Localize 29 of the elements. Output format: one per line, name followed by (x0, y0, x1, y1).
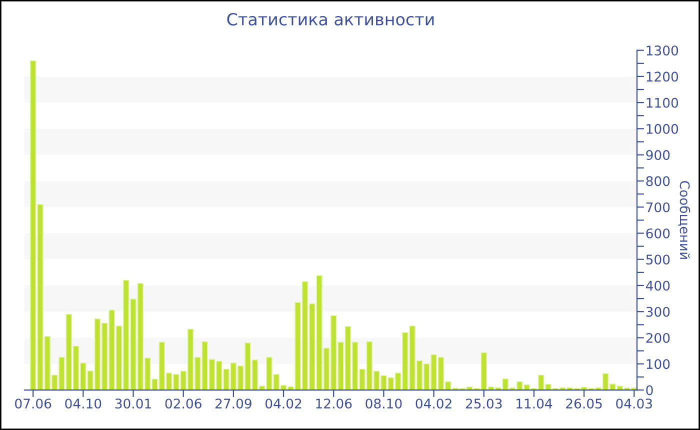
y-tick-label: 400 (646, 280, 670, 291)
x-tick-label: 11.04 (516, 398, 552, 409)
x-tick-label: 04.02 (416, 398, 452, 409)
y-tick-label: 1200 (646, 72, 678, 82)
y-tick-label: 700 (646, 202, 670, 212)
x-tick-label: 27.09 (216, 398, 252, 409)
x-tick-label: 04.10 (65, 398, 102, 409)
x-tick-label: 12.06 (316, 398, 352, 409)
y-tick-label: 900 (646, 150, 670, 160)
x-tick-label: 04.02 (266, 398, 302, 409)
y-tick-label: 300 (646, 306, 670, 317)
y-tick-label: 0 (646, 385, 653, 396)
y-tick-label: 800 (646, 176, 670, 186)
x-tick-label: 26.05 (566, 398, 602, 409)
y-tick-label: 1100 (646, 98, 678, 108)
y-tick-label: 200 (646, 332, 670, 343)
y-tick-label: 1300 (646, 46, 678, 56)
x-tick-label: 02.06 (165, 398, 202, 409)
x-tick-label: 08.10 (366, 398, 402, 409)
x-tick-label: 07.06 (15, 398, 52, 409)
chart-title: Статистика активности (227, 12, 434, 26)
x-tick-label: 04.03 (616, 398, 652, 409)
y-axis-title: Сообщений (678, 180, 690, 259)
x-tick-label: 30.01 (115, 398, 151, 409)
y-tick-label: 1000 (646, 124, 678, 134)
y-tick-label: 600 (646, 228, 670, 238)
x-tick-label: 25.03 (466, 398, 502, 409)
y-tick-label: 500 (646, 254, 670, 265)
y-tick-label: 100 (646, 359, 670, 370)
